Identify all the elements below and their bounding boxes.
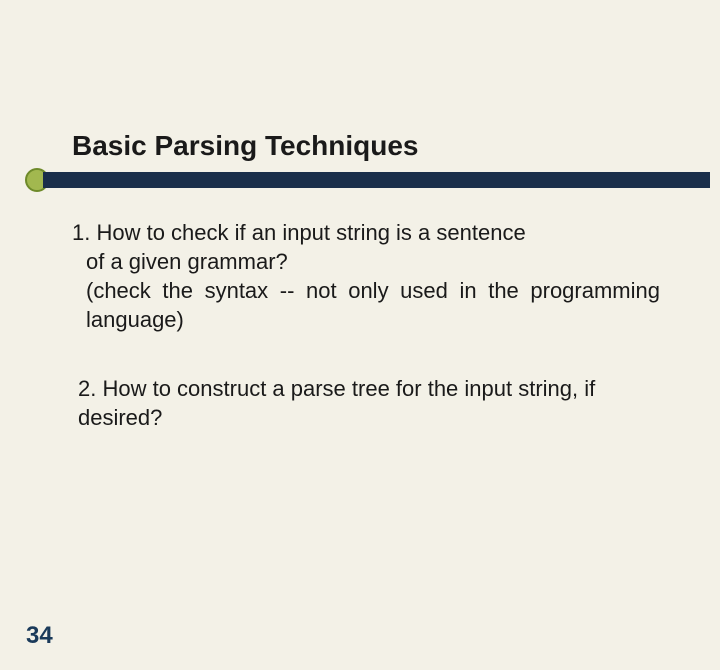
slide-title: Basic Parsing Techniques bbox=[72, 130, 720, 162]
list-item-2: 2. How to construct a parse tree for the… bbox=[78, 374, 660, 432]
list-item-1-line1: 1. How to check if an input string is a … bbox=[72, 218, 660, 247]
slide-container: Basic Parsing Techniques 1. How to check… bbox=[0, 130, 720, 670]
content-section: 1. How to check if an input string is a … bbox=[72, 218, 660, 432]
underline-bar bbox=[43, 172, 710, 188]
page-number: 34 bbox=[26, 622, 53, 650]
title-bar bbox=[15, 166, 710, 194]
list-item-1-sub: (check the syntax -- not only used in th… bbox=[86, 276, 660, 334]
list-item-1-line2: of a given grammar? bbox=[86, 247, 660, 276]
title-section: Basic Parsing Techniques bbox=[0, 130, 720, 194]
